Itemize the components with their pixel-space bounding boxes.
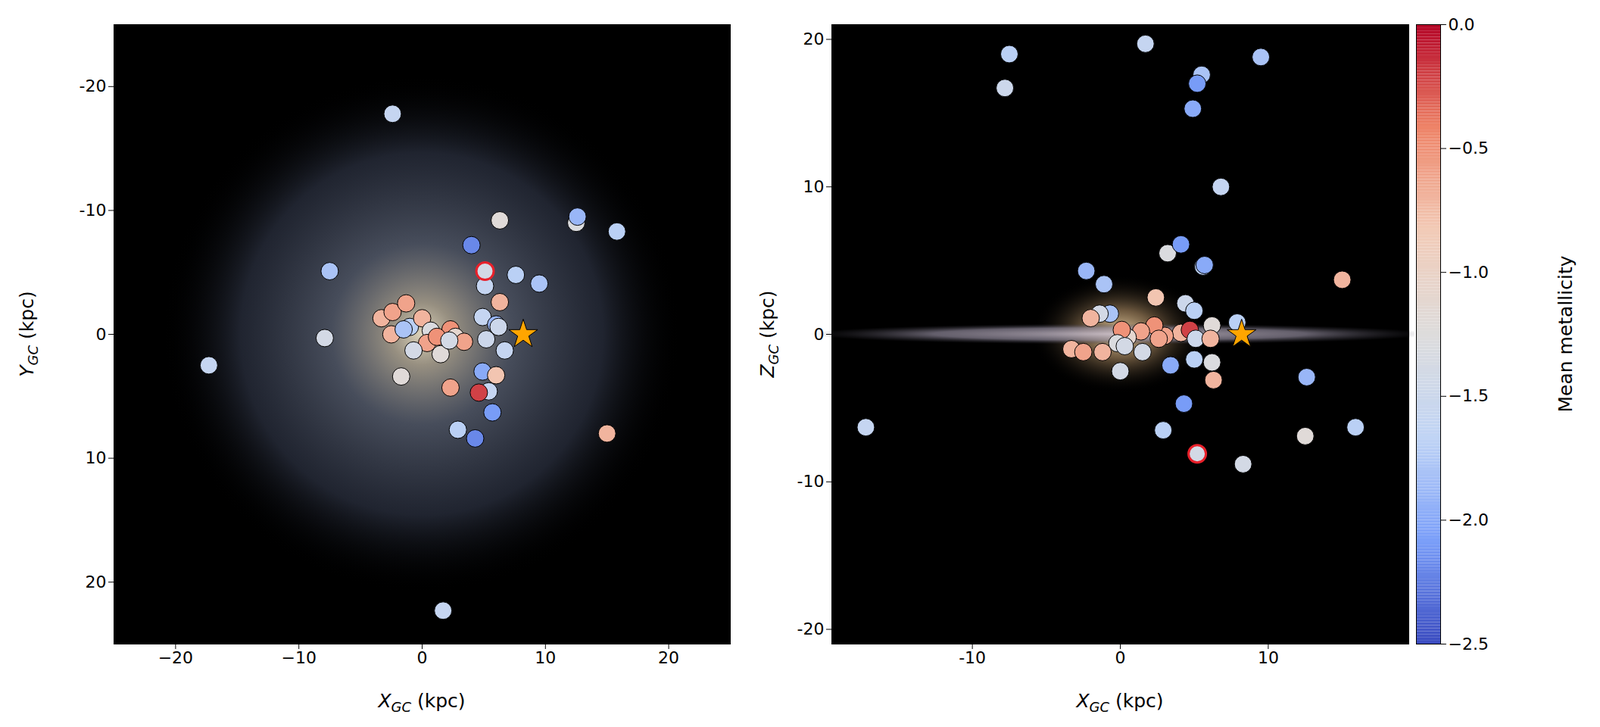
svg-text:10: 10 [803, 177, 825, 197]
svg-text:10: 10 [85, 448, 107, 468]
svg-text:ZGC (kpc): ZGC (kpc) [756, 290, 782, 378]
svg-text:−1.0: −1.0 [1448, 262, 1489, 282]
svg-text:20: 20 [803, 29, 825, 49]
svg-text:YGC (kpc): YGC (kpc) [15, 290, 41, 377]
svg-text:−2.5: −2.5 [1448, 634, 1489, 654]
svg-text:Mean metallicity: Mean metallicity [1554, 255, 1577, 412]
svg-text:-20: -20 [797, 619, 825, 639]
svg-text:−10: −10 [280, 648, 316, 668]
svg-text:0: 0 [417, 648, 428, 668]
svg-text:10: 10 [534, 648, 556, 668]
svg-text:0.0: 0.0 [1448, 15, 1476, 35]
svg-text:0: 0 [813, 324, 825, 344]
svg-text:0: 0 [1115, 648, 1126, 668]
svg-text:-10: -10 [79, 200, 107, 220]
svg-text:−1.5: −1.5 [1448, 386, 1489, 406]
svg-text:-10: -10 [797, 471, 825, 491]
svg-text:-10: -10 [958, 648, 986, 668]
svg-text:−2.0: −2.0 [1448, 510, 1489, 530]
svg-text:20: 20 [85, 572, 107, 592]
svg-text:10: 10 [1257, 648, 1279, 668]
svg-text:XGC (kpc): XGC (kpc) [1074, 689, 1164, 715]
svg-text:−0.5: −0.5 [1448, 138, 1489, 158]
svg-text:XGC (kpc): XGC (kpc) [376, 689, 465, 715]
svg-text:-20: -20 [79, 76, 107, 96]
svg-text:0: 0 [96, 324, 107, 344]
svg-text:−20: −20 [158, 648, 194, 668]
svg-text:20: 20 [658, 648, 680, 668]
